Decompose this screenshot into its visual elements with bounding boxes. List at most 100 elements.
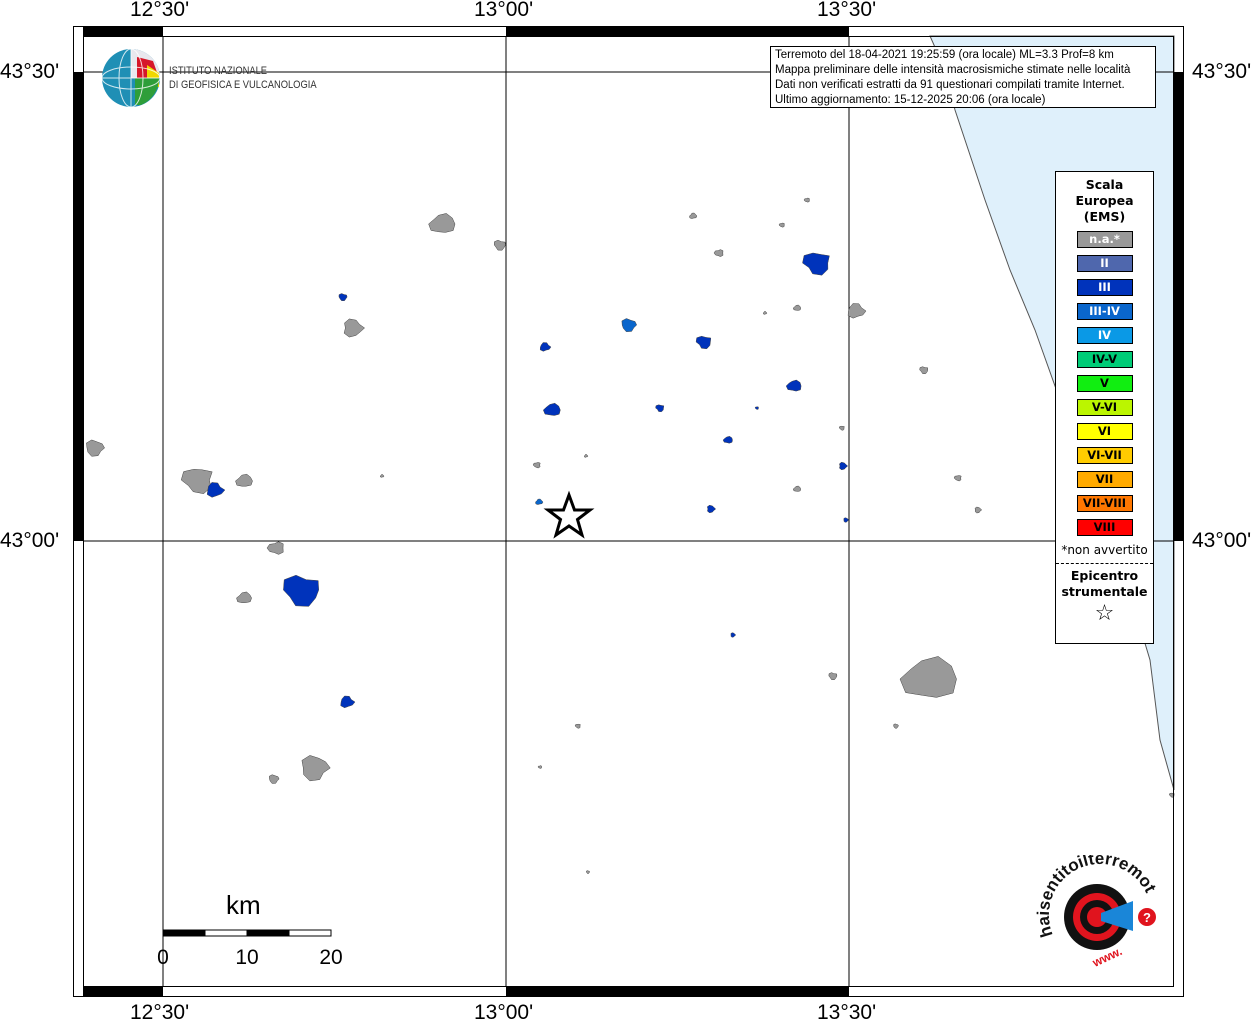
- locality-area: [180, 469, 213, 494]
- frame-bar-top: [506, 27, 849, 36]
- legend-divider: [1056, 563, 1153, 564]
- locality-area: [655, 404, 665, 413]
- legend-swatch-viii: VIII: [1076, 519, 1133, 536]
- legend-title: Scala Europea (EMS): [1056, 177, 1153, 225]
- locality-area: [86, 439, 105, 457]
- locality-area: [535, 498, 544, 505]
- locality-area: [803, 197, 810, 203]
- legend-star-icon: ☆: [1094, 601, 1115, 626]
- ingv-logo-text: ISTITUTO NAZIONALE DI GEOFISICA E VULCANO…: [169, 65, 317, 91]
- lat-tick-left-1: 43°30': [0, 60, 60, 83]
- locality-area: [584, 454, 589, 458]
- locality-area: [843, 517, 850, 523]
- lon-tick-bottom-3: 13°30': [817, 1001, 877, 1024]
- locality-area: [206, 482, 226, 498]
- locality-area: [621, 318, 638, 332]
- lon-tick-bottom-1: 12°30': [130, 1001, 190, 1024]
- legend-swatch-vi: VI: [1076, 423, 1133, 440]
- lat-tick-left-2: 43°00': [0, 529, 60, 552]
- legend-note: *non avvertito: [1061, 543, 1148, 557]
- locality-area: [428, 213, 456, 233]
- lon-tick-top-1: 12°30': [130, 0, 190, 21]
- hsit-logo: haisentitoilterremoto.it ? www.: [1035, 855, 1160, 970]
- locality-area: [235, 473, 253, 487]
- legend-title-2: Europea: [1075, 193, 1134, 208]
- legend-epicenter-label-1: Epicentro: [1070, 568, 1139, 583]
- locality-area: [269, 774, 280, 784]
- locality-area: [802, 252, 830, 276]
- lon-tick-top-2: 13°00': [474, 0, 534, 21]
- earthquake-info-box: Terremoto del 18-04-2021 19:25:59 (ora l…: [770, 46, 1156, 108]
- scale-label: 20: [319, 946, 342, 969]
- locality-area: [532, 462, 541, 469]
- locality-area: [283, 574, 319, 607]
- locality-area: [919, 366, 928, 375]
- legend-swatch-vii: VII: [1076, 471, 1133, 488]
- locality-area: [730, 632, 737, 638]
- legend-swatch-vi-vii: VI-VII: [1076, 447, 1133, 464]
- epicenter-star-icon: [543, 490, 595, 539]
- scale-segment: [288, 929, 332, 937]
- locality-area: [301, 755, 331, 782]
- locality-area: [722, 436, 733, 444]
- info-line-map: Mappa preliminare delle intensità macros…: [775, 64, 1131, 76]
- locality-area: [893, 723, 899, 729]
- scale-bar: km 0 10 20: [157, 890, 343, 969]
- lat-tick-right-2: 43°00': [1192, 529, 1252, 552]
- scale-label: 0: [157, 946, 169, 969]
- locality-area: [839, 461, 849, 471]
- locality-area: [574, 723, 581, 729]
- legend-swatch-iv: IV: [1076, 327, 1133, 344]
- legend-epicenter-label-2: strumentale: [1061, 584, 1148, 599]
- locality-area: [778, 222, 785, 228]
- legend-swatch-iii-iv: III-IV: [1076, 303, 1133, 320]
- ingv-globe-logo: [101, 48, 161, 108]
- frame-bar-right: [1174, 72, 1183, 541]
- locality-area: [343, 318, 366, 338]
- ems-legend: Scala Europea (EMS) n.a.* II III III-IV IV IV…: [1055, 171, 1154, 644]
- locality-area: [792, 304, 801, 311]
- scale-segment: [204, 929, 248, 937]
- locality-area: [707, 504, 717, 514]
- locality-area: [537, 765, 542, 769]
- frame-bar-left: [74, 72, 83, 541]
- locality-area: [713, 249, 724, 257]
- locality-area: [763, 311, 768, 315]
- legend-swatch-v-vi: V-VI: [1076, 399, 1133, 416]
- locality-area: [236, 591, 252, 603]
- legend-title-3: (EMS): [1083, 209, 1126, 224]
- locality-area: [899, 656, 957, 698]
- locality-area: [792, 485, 801, 492]
- locality-area: [586, 870, 590, 874]
- legend-swatch-iv-v: IV-V: [1076, 351, 1133, 368]
- locality-area: [695, 335, 712, 350]
- locality-area: [847, 303, 867, 319]
- locality-area: [838, 425, 845, 431]
- locality-area: [543, 402, 561, 416]
- locality-area: [539, 342, 552, 352]
- info-line-event: Terremoto del 18-04-2021 19:25:59 (ora l…: [775, 49, 1114, 61]
- locality-area: [340, 695, 356, 709]
- locality-area: [754, 406, 759, 410]
- scale-unit: km: [226, 890, 261, 920]
- svg-text:?: ?: [1143, 910, 1151, 925]
- locality-area: [689, 212, 698, 219]
- legend-swatch-ii: II: [1076, 255, 1133, 272]
- legend-swatch-v: V: [1076, 375, 1133, 392]
- locality-area: [953, 475, 962, 482]
- info-line-data: Dati non verificati estratti da 91 quest…: [775, 79, 1125, 91]
- locality-area: [266, 541, 284, 555]
- lon-tick-bottom-2: 13°00': [474, 1001, 534, 1024]
- lon-tick-top-3: 13°30': [817, 0, 877, 21]
- frame-bar-top: [83, 27, 163, 36]
- legend-swatch-iii: III: [1076, 279, 1133, 296]
- scale-segment: [246, 929, 290, 937]
- info-line-updated: Ultimo aggiornamento: 15-12-2025 20:06 (…: [775, 94, 1046, 106]
- scale-segment: [162, 929, 206, 937]
- scale-label: 10: [235, 946, 258, 969]
- locality-area: [494, 239, 506, 251]
- locality-area: [828, 672, 838, 680]
- locality-area: [338, 293, 348, 301]
- legend-title-1: Scala: [1085, 177, 1124, 192]
